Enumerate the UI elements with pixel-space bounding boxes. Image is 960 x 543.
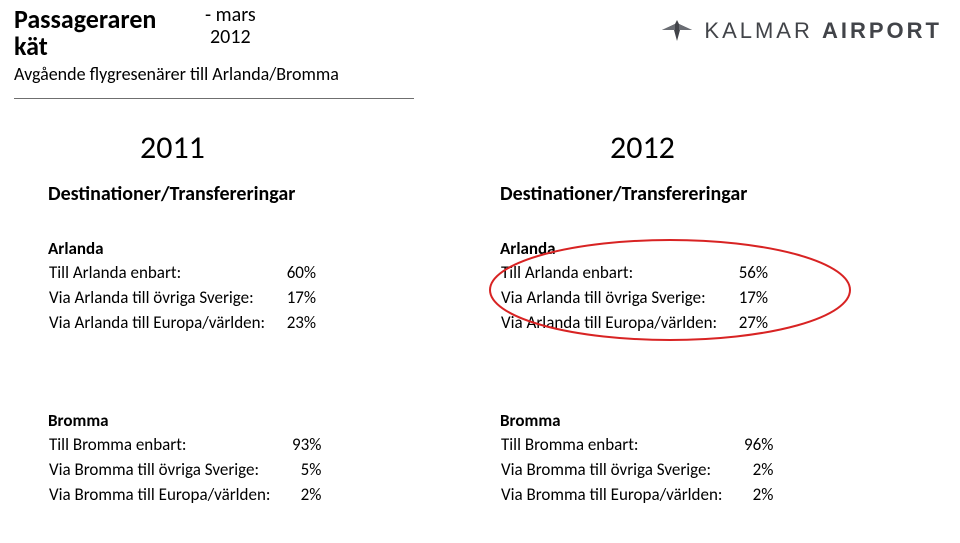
- slide-root: Passageraren kät Avgående flygresenärer …: [0, 0, 960, 543]
- table-row: Till Bromma enbart:93%: [48, 433, 322, 458]
- row-value: 27%: [723, 311, 769, 336]
- bromma-2012-heading: Bromma: [500, 410, 774, 433]
- arlanda-2012-heading: Arlanda: [500, 238, 769, 261]
- table-row: Till Arlanda enbart:60%: [48, 261, 317, 286]
- row-label: Via Arlanda till övriga Sverige:: [48, 286, 271, 311]
- title-line1: Passageraren: [14, 6, 339, 33]
- row-value: 23%: [271, 311, 317, 336]
- logo-text: KALMAR AIRPORT: [704, 18, 942, 44]
- table-row: Via Arlanda till övriga Sverige:17%: [48, 286, 317, 311]
- arlanda-2011-block: Arlanda Till Arlanda enbart:60% Via Arla…: [48, 238, 317, 336]
- arlanda-2011-heading: Arlanda: [48, 238, 317, 261]
- row-label: Till Bromma enbart:: [48, 433, 276, 458]
- arlanda-2012-table: Till Arlanda enbart:56% Via Arlanda till…: [500, 261, 769, 336]
- row-value: 56%: [723, 261, 769, 286]
- table-row: Till Bromma enbart:96%: [500, 433, 774, 458]
- row-label: Via Arlanda till Europa/världen:: [500, 311, 723, 336]
- table-row: Via Arlanda till övriga Sverige:17%: [500, 286, 769, 311]
- section-title-right: Destinationer/Transfereringar: [500, 182, 747, 206]
- bromma-2012-table: Till Bromma enbart:96% Via Bromma till ö…: [500, 433, 774, 508]
- bromma-2011-table: Till Bromma enbart:93% Via Bromma till ö…: [48, 433, 322, 508]
- row-label: Via Arlanda till Europa/världen:: [48, 311, 271, 336]
- subtitle: Avgående flygresenärer till Arlanda/Brom…: [14, 63, 339, 85]
- table-row: Via Bromma till Europa/världen:2%: [48, 483, 322, 508]
- row-label: Till Arlanda enbart:: [500, 261, 723, 286]
- bromma-2011-block: Bromma Till Bromma enbart:93% Via Bromma…: [48, 410, 322, 508]
- date-line1: - mars: [205, 4, 256, 26]
- year-left: 2011: [140, 128, 205, 167]
- row-label: Via Bromma till Europa/världen:: [500, 483, 728, 508]
- row-label: Via Bromma till övriga Sverige:: [500, 458, 728, 483]
- bromma-2011-heading: Bromma: [48, 410, 322, 433]
- row-label: Via Arlanda till övriga Sverige:: [500, 286, 723, 311]
- row-value: 17%: [271, 286, 317, 311]
- row-value: 5%: [276, 458, 322, 483]
- row-label: Via Bromma till Europa/världen:: [48, 483, 276, 508]
- row-value: 60%: [271, 261, 317, 286]
- row-value: 2%: [728, 483, 774, 508]
- arlanda-2012-block: Arlanda Till Arlanda enbart:56% Via Arla…: [500, 238, 769, 336]
- row-value: 17%: [723, 286, 769, 311]
- logo-text-bold: AIRPORT: [822, 18, 942, 43]
- table-row: Via Bromma till övriga Sverige:2%: [500, 458, 774, 483]
- table-row: Via Arlanda till Europa/världen:23%: [48, 311, 317, 336]
- bromma-2012-block: Bromma Till Bromma enbart:96% Via Bromma…: [500, 410, 774, 508]
- year-right: 2012: [610, 128, 675, 167]
- header-left: Passageraren kät Avgående flygresenärer …: [14, 6, 339, 85]
- table-row: Via Bromma till övriga Sverige:5%: [48, 458, 322, 483]
- table-row: Via Arlanda till Europa/världen:27%: [500, 311, 769, 336]
- logo: KALMAR AIRPORT: [660, 16, 942, 46]
- date-line2: 2012: [205, 26, 256, 48]
- header-divider: [14, 98, 414, 99]
- row-label: Via Bromma till övriga Sverige:: [48, 458, 276, 483]
- row-label: Till Bromma enbart:: [500, 433, 728, 458]
- table-row: Via Bromma till Europa/världen:2%: [500, 483, 774, 508]
- arlanda-2011-table: Till Arlanda enbart:60% Via Arlanda till…: [48, 261, 317, 336]
- row-value: 96%: [728, 433, 774, 458]
- table-row: Till Arlanda enbart:56%: [500, 261, 769, 286]
- logo-bird-icon: [660, 16, 694, 46]
- row-label: Till Arlanda enbart:: [48, 261, 271, 286]
- row-value: 93%: [276, 433, 322, 458]
- row-value: 2%: [728, 458, 774, 483]
- logo-text-normal: KALMAR: [704, 18, 812, 43]
- section-title-left: Destinationer/Transfereringar: [48, 182, 295, 206]
- row-value: 2%: [276, 483, 322, 508]
- title-line2: kät: [14, 33, 339, 60]
- header-date: - mars 2012: [205, 4, 256, 48]
